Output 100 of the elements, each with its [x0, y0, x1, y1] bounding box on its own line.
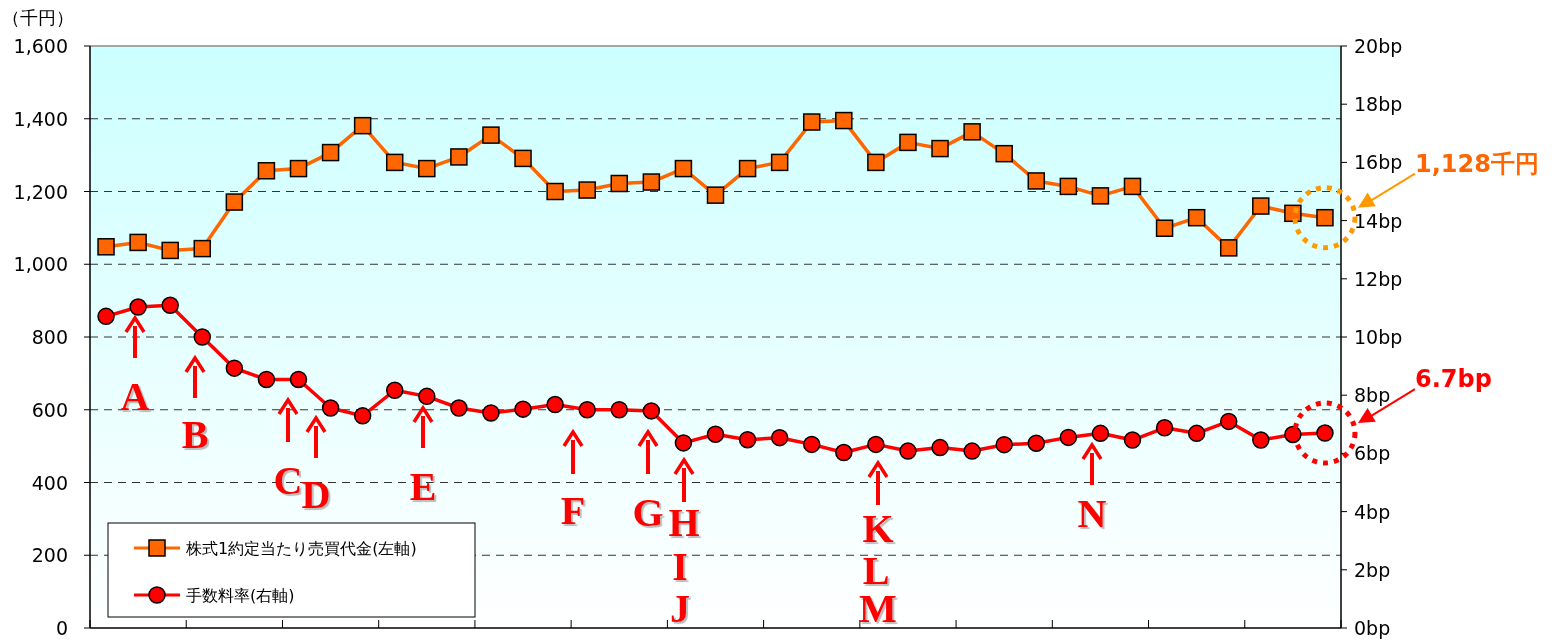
annotation: G	[632, 490, 664, 535]
point	[802, 113, 821, 131]
point	[257, 162, 276, 180]
point	[1091, 187, 1110, 205]
y-tick-label: 0	[55, 617, 68, 639]
point	[931, 438, 949, 457]
y-tick-label: 800	[31, 326, 68, 348]
y2-tick-label: 0bp	[1354, 617, 1391, 639]
point	[706, 186, 725, 204]
y-axis-title: （千円）	[2, 7, 74, 28]
point	[770, 428, 789, 447]
point	[1219, 412, 1238, 431]
point	[193, 328, 212, 346]
point	[450, 148, 468, 166]
point	[835, 111, 853, 130]
point	[1091, 424, 1110, 443]
point	[418, 387, 436, 406]
point	[1155, 219, 1174, 237]
point	[482, 404, 500, 422]
point	[1219, 239, 1238, 257]
y-tick-label: 1,600	[13, 35, 68, 57]
annotation: F	[560, 488, 586, 533]
legend-label: 株式1約定当たり売買代金(左軸)	[185, 539, 417, 558]
point	[225, 193, 244, 211]
point	[514, 400, 532, 418]
point	[161, 241, 179, 260]
y2-tick-label: 18bp	[1354, 93, 1403, 116]
annotation: D	[301, 472, 331, 517]
point	[1027, 434, 1046, 452]
y2-tick-label: 12bp	[1354, 267, 1403, 290]
point	[450, 399, 468, 417]
point	[129, 233, 147, 252]
point	[418, 159, 436, 178]
point	[1252, 197, 1270, 215]
annotation: C	[273, 458, 303, 503]
point	[802, 435, 821, 454]
point	[642, 402, 661, 420]
point	[738, 159, 757, 178]
point	[610, 174, 629, 193]
y2-tick-label: 14bp	[1354, 209, 1403, 232]
y2-tick-label: 4bp	[1354, 500, 1391, 523]
point	[995, 435, 1013, 454]
point	[546, 182, 564, 201]
point	[674, 434, 693, 452]
y2-tick-label: 20bp	[1354, 35, 1403, 57]
point	[738, 430, 757, 449]
point	[1027, 172, 1046, 190]
annotation: B	[181, 412, 209, 457]
y2-tick-label: 2bp	[1354, 558, 1391, 581]
y-tick-label: 1,200	[13, 180, 68, 203]
point	[578, 181, 596, 199]
point	[1252, 431, 1270, 449]
point	[321, 143, 340, 162]
point	[193, 239, 212, 258]
point	[289, 159, 308, 178]
point	[1155, 419, 1174, 437]
text: 1,128千円	[1414, 149, 1539, 178]
annotation: K	[862, 506, 894, 551]
point	[1059, 177, 1078, 196]
annotation: H	[668, 500, 700, 545]
point	[385, 153, 404, 172]
point	[642, 173, 661, 191]
y2-tick-label: 6bp	[1354, 442, 1391, 465]
point	[97, 238, 115, 256]
point	[1187, 424, 1206, 443]
point	[482, 126, 500, 144]
point	[97, 307, 115, 326]
y-tick-label: 600	[31, 398, 68, 421]
point	[931, 139, 949, 158]
y2-tick-label: 10bp	[1354, 326, 1403, 348]
point	[1123, 431, 1142, 449]
point	[353, 116, 372, 135]
point	[161, 296, 179, 315]
point	[321, 399, 340, 417]
text: 6.7bp	[1414, 365, 1492, 394]
y-tick-label: 200	[31, 544, 68, 567]
point	[963, 442, 981, 460]
annotation: A	[120, 374, 150, 419]
point	[867, 435, 885, 454]
y-tick-label: 400	[31, 471, 68, 494]
y2-tick-label: 16bp	[1354, 151, 1403, 174]
point	[353, 407, 372, 425]
point	[674, 159, 693, 178]
annotation: J	[670, 586, 690, 631]
point	[835, 443, 853, 462]
point	[706, 425, 725, 443]
point	[546, 395, 564, 414]
y2-tick-label: 8bp	[1354, 384, 1391, 407]
legend-label: 手数料率(右軸)	[186, 586, 295, 605]
point	[963, 123, 981, 141]
point	[514, 149, 532, 168]
point	[899, 133, 917, 152]
annotation: I	[672, 544, 688, 589]
point	[770, 153, 789, 172]
point	[899, 442, 917, 460]
point	[1187, 208, 1206, 227]
point	[129, 298, 147, 316]
y-tick-label: 1,000	[13, 253, 68, 276]
annotation: N	[1077, 491, 1107, 536]
y-tick-label: 1,400	[13, 107, 68, 130]
